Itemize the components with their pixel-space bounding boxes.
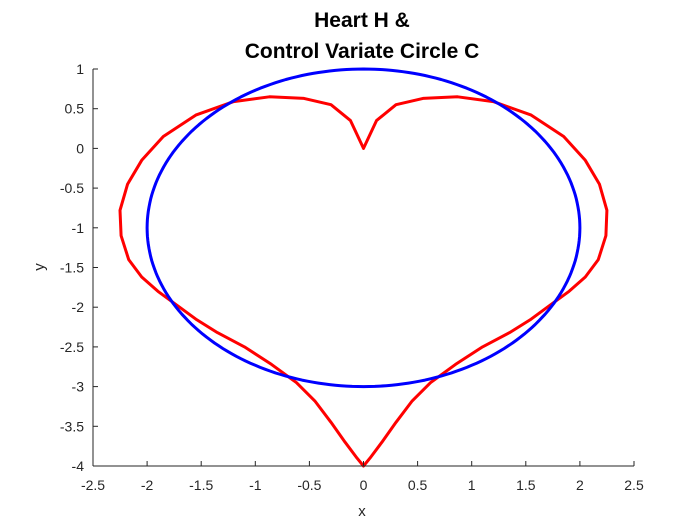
x-tick-label: -1.5 — [189, 477, 213, 493]
y-tick-label: -3.5 — [60, 418, 84, 434]
x-tick-label: 0.5 — [408, 477, 428, 493]
x-tick-label: 2 — [576, 477, 584, 493]
y-tick-label: 0.5 — [65, 101, 85, 117]
y-tick-label: -4 — [72, 458, 85, 474]
y-tick-label: -2 — [72, 299, 85, 315]
chart-title-line-2: Control Variate Circle C — [245, 40, 480, 63]
y-tick-label: -3 — [72, 379, 85, 395]
y-tick-label: -1.5 — [60, 260, 84, 276]
x-tick-label: 0 — [360, 477, 368, 493]
x-tick-label: -0.5 — [297, 477, 321, 493]
chart-title-line-1: Heart H & — [314, 9, 410, 32]
x-axis-label: x — [358, 503, 366, 520]
axes: -2.5 -2 -1.5 -1 -0.5 0 0.5 1 1.5 2 2.5 1 0.5 0 -0.5 -1… — [60, 61, 644, 493]
x-tick-label: -2.5 — [81, 477, 105, 493]
y-tick-label: 0 — [76, 140, 84, 156]
y-tick-label: -1 — [72, 220, 85, 236]
x-tick-label: 1 — [468, 477, 476, 493]
x-tick-label: 1.5 — [516, 477, 536, 493]
circle-curve-series — [145, 67, 582, 389]
y-tick-label: -0.5 — [60, 180, 84, 196]
x-tick-label: -2 — [141, 477, 154, 493]
x-ticks: -2.5 -2 -1.5 -1 -0.5 0 0.5 1 1.5 2 2.5 — [81, 461, 644, 493]
y-tick-label: -2.5 — [60, 339, 84, 355]
x-tick-label: -1 — [249, 477, 262, 493]
x-tick-label: 2.5 — [624, 477, 644, 493]
y-tick-label: 1 — [76, 61, 84, 77]
y-axis-label: y — [31, 263, 48, 271]
y-ticks: 1 0.5 0 -0.5 -1 -1.5 -2 -2.5 -3 -3.5 -4 — [60, 61, 98, 474]
